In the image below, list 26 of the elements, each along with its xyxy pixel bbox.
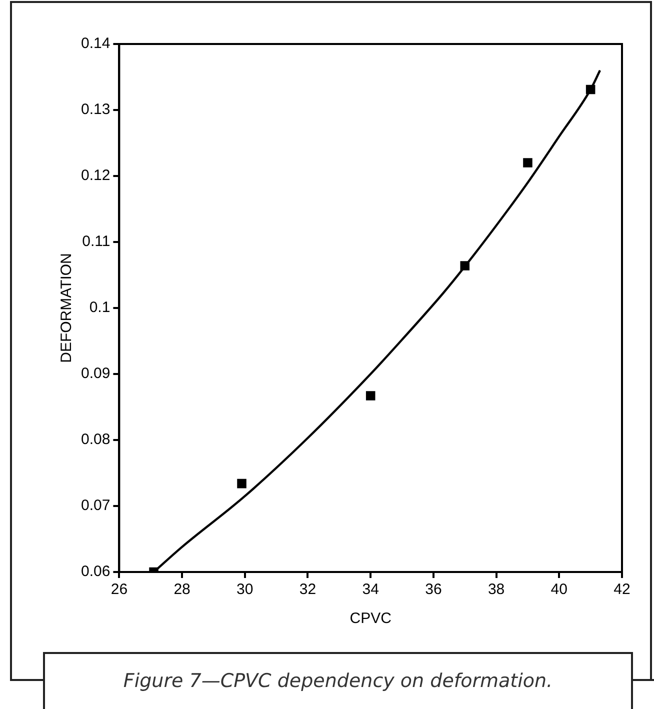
point: [366, 391, 376, 400]
point: [586, 84, 596, 94]
y-tick-label: 0.1: [89, 299, 110, 316]
y-tick-label: 0.12: [80, 167, 110, 184]
x-tick-label: 36: [425, 581, 442, 598]
point: [237, 478, 246, 488]
y-tick-label: 0.06: [80, 563, 110, 580]
x-tick-label: 30: [236, 581, 254, 598]
caption: Figure 7—CPVC dependency on deformation.: [43, 652, 633, 709]
x-tick-label: 42: [614, 581, 630, 598]
y-tick-label: 0.13: [80, 101, 110, 118]
x-tick-label: 34: [362, 581, 379, 598]
x-axis-title: CPVC: [350, 610, 392, 628]
y-tick-label: 0.07: [80, 497, 110, 514]
point: [523, 158, 532, 168]
x-tick-label: 32: [299, 581, 316, 598]
y-tick-label: 0.14: [80, 35, 110, 52]
x-tick-label: 40: [550, 581, 568, 598]
x-tick-label: 26: [110, 581, 128, 598]
point: [460, 261, 470, 270]
y-tick-label: 0.09: [80, 365, 110, 382]
x-tick-label: 38: [488, 581, 505, 598]
x-tick-label: 28: [174, 581, 190, 598]
y-tick-label: 0.08: [80, 431, 110, 448]
y-axis-title: DEFORMATION: [58, 253, 76, 363]
y-tick-label: 0.11: [82, 233, 110, 250]
